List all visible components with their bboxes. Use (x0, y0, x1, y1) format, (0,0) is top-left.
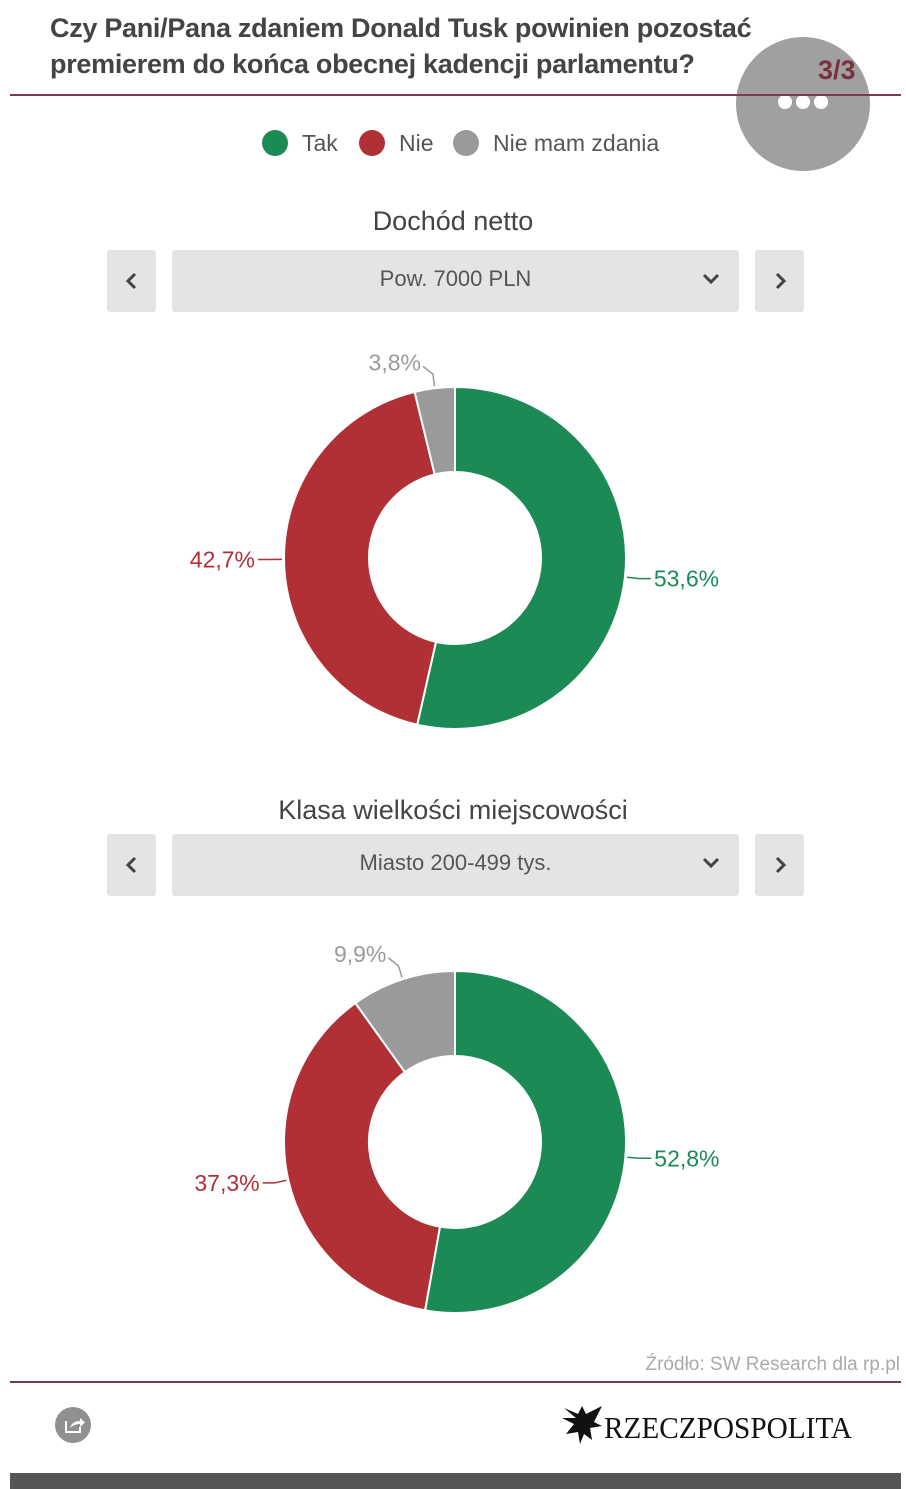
donut-chart-income: 53,6% 42,7% 3,8% (190, 349, 719, 730)
rzeczpospolita-logo: RZECZPOSPOLITA (562, 1406, 853, 1445)
legend-label-nie-mam-zdania: Nie mam zdania (493, 129, 660, 156)
town-size-select[interactable]: Miasto 200-499 tys. (172, 834, 739, 896)
legend: Tak Nie Nie mam zdania (0, 126, 906, 160)
chevron-left-icon (125, 856, 136, 874)
data-label-nie: 42,7% (190, 546, 255, 572)
logo-text: RZECZPOSPOLITA (604, 1410, 853, 1445)
data-label-tak: 53,6% (654, 566, 719, 592)
income-select[interactable]: Pow. 7000 PLN (172, 250, 739, 312)
share-icon (65, 1418, 85, 1433)
more-dots-icon (736, 95, 870, 112)
town-size-select-value: Miasto 200-499 tys. (359, 850, 552, 875)
next-button-income[interactable] (755, 250, 804, 312)
bottom-divider (10, 1381, 901, 1383)
donut-chart-town-size: 52,8% 37,3% 9,9% (194, 941, 720, 1314)
share-button[interactable] (55, 1407, 91, 1443)
prev-button-town-size[interactable] (107, 834, 156, 896)
section-title-income: Dochód netto (372, 206, 534, 236)
page-counter: 3/3 (818, 55, 856, 85)
legend-item-nie: Nie (359, 126, 434, 160)
chevron-down-icon (702, 857, 720, 869)
slice-tak (423, 969, 627, 1314)
leader-line-nie-mam-zdania (422, 365, 436, 387)
eagle-icon (562, 1406, 602, 1444)
leader-line-nie-mam-zdania (387, 957, 403, 978)
data-label-nie-mam-zdania: 9,9% (334, 941, 386, 967)
legend-item-tak: Tak (262, 126, 338, 160)
data-label-nie: 37,3% (194, 1170, 259, 1196)
slice-nie (283, 390, 438, 726)
leader-line-tak (627, 1156, 652, 1160)
slice-tak (416, 385, 627, 730)
income-select-value: Pow. 7000 PLN (379, 266, 532, 291)
source-note: Źródło: SW Research dla rp.pl (645, 1354, 901, 1375)
slice-nie-mam-zdania (353, 969, 456, 1074)
legend-dot-tak (262, 130, 288, 156)
legend-dot-nie (359, 130, 385, 156)
chevron-down-icon (702, 273, 720, 285)
top-divider (10, 94, 901, 96)
legend-dot-nie-mam-zdania (453, 130, 479, 156)
chevron-left-icon (125, 272, 136, 290)
data-label-tak: 52,8% (654, 1145, 719, 1171)
section-title-town-size: Klasa wielkości miejscowości (278, 795, 628, 825)
legend-item-nie-mam-zdania: Nie mam zdania (453, 126, 659, 160)
footer-bar (10, 1473, 901, 1489)
data-label-nie-mam-zdania: 3,8% (369, 349, 421, 375)
slice-nie-mam-zdania (413, 385, 456, 476)
more-button[interactable] (736, 37, 870, 171)
chart-title: Czy Pani/Pana zdaniem Donald Tusk powini… (50, 13, 752, 79)
chevron-right-icon (775, 272, 786, 290)
legend-label-nie: Nie (399, 129, 434, 156)
leader-line-tak (626, 576, 651, 580)
prev-button-income[interactable] (107, 250, 156, 312)
legend-label-tak: Tak (302, 129, 338, 156)
next-button-town-size[interactable] (755, 834, 804, 896)
chevron-right-icon (775, 856, 786, 874)
leader-line-nie (262, 1179, 287, 1184)
slice-nie (283, 1001, 442, 1312)
